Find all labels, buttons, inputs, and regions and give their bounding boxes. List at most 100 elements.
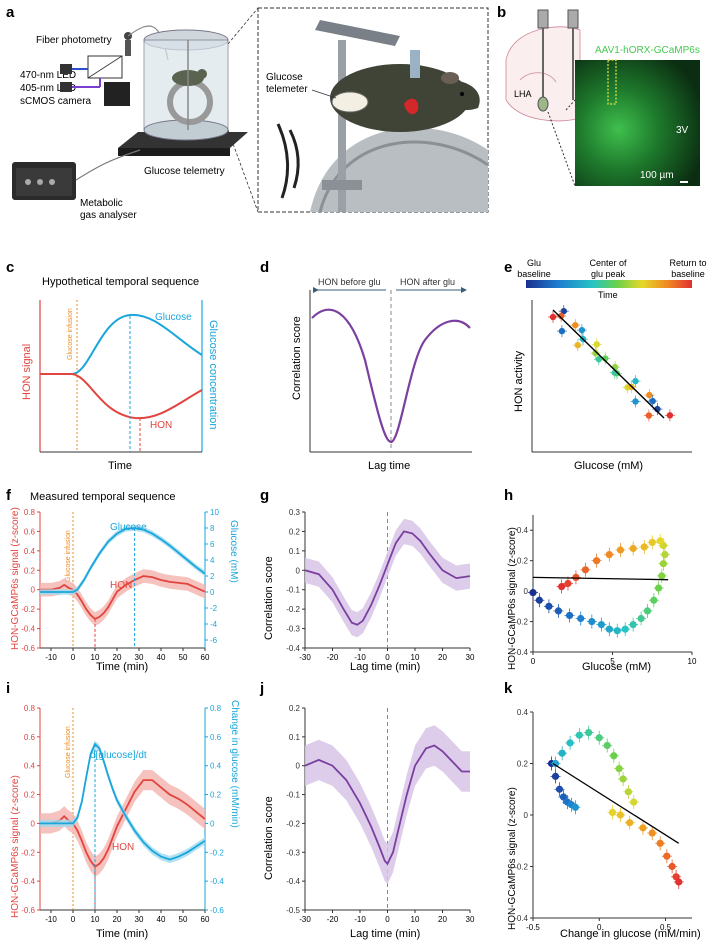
panel-h-point — [593, 557, 601, 565]
panel-k-point — [571, 803, 580, 811]
panel-j-ytick-label: -0.4 — [286, 877, 300, 886]
panel-j-ytick-label: -0.5 — [286, 906, 300, 915]
panel-h-point — [655, 584, 663, 592]
panel-k-point — [603, 741, 611, 750]
panel-d-correlation-curve — [311, 308, 471, 444]
panel-g-xtick-label: -30 — [299, 653, 311, 662]
panel-f-ytick-label: 0.2 — [24, 566, 36, 575]
panel-b: b LHA AAV1-hORX-GCaMP6s 3V 100 µm — [497, 4, 700, 187]
panel-k-point — [619, 775, 627, 783]
panel-e-point — [649, 397, 656, 405]
panel-k-point — [675, 878, 683, 886]
scale-bar-label: 100 µm — [640, 170, 674, 181]
panel-h-point — [565, 611, 574, 620]
panel-f-y2tick-label: 6 — [210, 540, 215, 549]
panel-h-xtick-label: 0 — [531, 657, 536, 666]
panel-e-point — [666, 412, 674, 419]
panel-f-y2tick-label: -4 — [210, 620, 218, 629]
panel-c-ylabel-right: Glucose concentration — [207, 320, 219, 429]
panel-i-letter: i — [6, 680, 10, 697]
panel-k-point — [668, 862, 676, 871]
panel-i-ytick-label: -0.6 — [21, 906, 35, 915]
panel-k-xtick-label: 0.5 — [660, 923, 672, 932]
panel-e-point — [572, 321, 579, 329]
panel-h-point — [661, 550, 669, 559]
panel-f-y2tick-label: 4 — [210, 556, 215, 565]
panel-h-point — [605, 625, 613, 633]
panel-i-y2tick-label: 0.8 — [210, 704, 222, 713]
panel-j-ytick-label: 0 — [296, 762, 301, 771]
panel-c-title: Hypothetical temporal sequence — [42, 276, 199, 288]
panel-d-after-label: HON after glu — [400, 277, 455, 287]
virus-label: AAV1-hORX-GCaMP6s — [595, 45, 700, 56]
panel-j-ytick-label: 0.1 — [289, 733, 301, 742]
panel-g-letter: g — [260, 487, 269, 504]
panel-b-letter: b — [497, 4, 506, 21]
panel-k-point — [559, 793, 568, 801]
panel-c-glucose-label: Glucose — [155, 312, 192, 323]
panel-h-ytick-label: 0.2 — [517, 557, 529, 566]
panel-h-fit-line — [532, 576, 669, 581]
panel-g-ytick-label: 0.3 — [289, 508, 301, 517]
panel-j-xlabel: Lag time (min) — [350, 928, 420, 940]
analyser-label-1: Metabolic — [80, 198, 123, 209]
panel-h-ylabel: HON-GCaMP6s signal (z-score) — [507, 527, 518, 670]
panel-e-point — [549, 313, 557, 321]
panel-g-ytick-label: -0.2 — [286, 605, 300, 614]
panel-c-infusion-label: Glucose infusion — [67, 308, 74, 360]
panel-g-ytick-label: -0.1 — [286, 586, 300, 595]
panel-k-point — [608, 808, 617, 817]
panel-j: j -30 -20 -10 0 10 20 30 -0.5 -0.4 -0.3 -0.2 -0.1 0 0… — [259, 680, 475, 940]
panel-d-before-label: HON before glu — [318, 277, 381, 287]
panel-j-letter: j — [259, 680, 264, 697]
panel-k-point — [616, 811, 625, 819]
panel-j-ytick-label: -0.3 — [286, 848, 300, 857]
panel-f-title: Measured temporal sequence — [30, 491, 176, 503]
panel-e-point — [611, 363, 619, 371]
panel-e-point — [557, 312, 565, 320]
panel-e-point — [560, 307, 567, 315]
panel-f-hon-band — [40, 569, 205, 626]
panel-e-fit-line — [552, 309, 665, 419]
panel-i-y2tick-label: -0.4 — [210, 877, 224, 886]
panel-k-ytick-label: -0.2 — [514, 863, 528, 872]
led405-label: 405-nm LED — [20, 83, 76, 94]
panel-i-ylabel-left: HON-GCaMP6s signal (z-score) — [10, 775, 21, 918]
panel-h-point — [613, 627, 621, 635]
panel-h-point — [597, 621, 605, 629]
panel-k-point — [615, 765, 623, 773]
panel-i-hon-band — [40, 770, 205, 877]
telemeter-label-1: Glucose — [266, 72, 303, 83]
panel-f-infusion-label: Glucose infusion — [65, 530, 72, 582]
panel-i-xtick-label: 10 — [91, 915, 100, 924]
panel-j-correlation-line — [304, 744, 470, 866]
panel-f-ytick-label: -0.4 — [21, 625, 35, 634]
panel-f-xtick-label: 0 — [71, 653, 76, 662]
panel-a: a Fiber photometry 470-nm LED 405-nm LED… — [6, 4, 489, 221]
panel-h-point — [535, 596, 543, 604]
panel-g-xtick-label: 10 — [411, 653, 420, 662]
panel-f-letter: f — [6, 487, 12, 504]
panel-h-point — [605, 550, 613, 559]
panel-i-xtick-label: 40 — [157, 915, 166, 924]
panel-k-point — [585, 729, 593, 737]
panel-k-xlabel: Change in glucose (mM/min) — [560, 928, 701, 940]
telemetry-label: Glucose telemetry — [144, 166, 225, 177]
panel-f-hon-label: HON — [110, 580, 132, 591]
panel-h-ytick-label: 0.4 — [517, 526, 529, 535]
panel-h-point — [529, 589, 537, 597]
panel-g-xtick-label: 30 — [466, 653, 475, 662]
panel-j-xtick-label: 10 — [411, 915, 420, 924]
panel-c-letter: c — [6, 259, 14, 276]
panel-j-ytick-label: -0.1 — [286, 791, 300, 800]
panel-i-ytick-label: 0.6 — [24, 733, 36, 742]
panel-i-y2tick-label: 0.6 — [210, 733, 222, 742]
lha-label: LHA — [514, 89, 532, 99]
panel-i-ytick-label: -0.4 — [21, 877, 35, 886]
panel-i-xlabel: Time (min) — [96, 928, 148, 940]
panel-e-point — [558, 327, 566, 335]
panel-e-point — [632, 377, 639, 385]
panel-k-ylabel: HON-GCaMP6s signal (z-score) — [507, 787, 518, 930]
panel-e-point — [592, 349, 599, 357]
panel-d: d HON before glu HON after glu Correlati… — [260, 259, 472, 472]
